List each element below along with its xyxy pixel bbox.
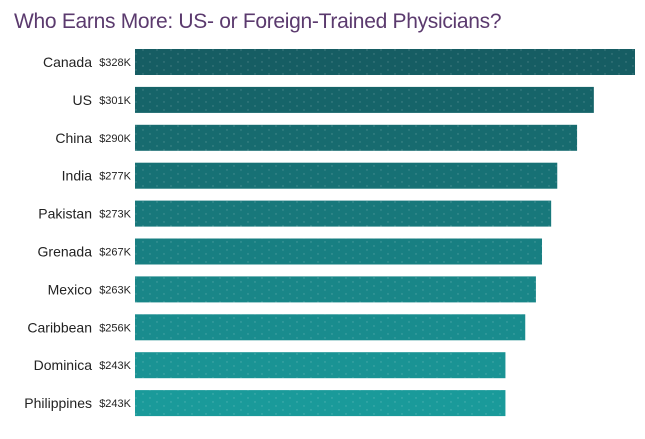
value-label: $243K <box>99 360 131 372</box>
bar-texture <box>135 352 506 379</box>
bar-texture <box>135 124 578 151</box>
value-label: $273K <box>99 209 131 221</box>
value-label: $243K <box>99 398 131 410</box>
value-label: $290K <box>99 133 131 145</box>
bar-texture <box>135 276 536 303</box>
category-label: India <box>62 168 93 184</box>
category-label: Caribbean <box>27 319 92 335</box>
value-label: $263K <box>99 284 131 296</box>
category-label: Dominica <box>34 357 93 373</box>
bar-texture <box>135 86 594 113</box>
bar-texture <box>135 200 552 227</box>
bar-texture <box>135 390 506 417</box>
category-label: China <box>55 130 92 146</box>
value-label: $267K <box>99 247 131 259</box>
category-label: Philippines <box>24 395 92 411</box>
labels-group: Canada $328K US $301K China $290K India $277K Pa… <box>24 54 131 411</box>
chart-title: Who Earns More: US- or Foreign-Trained P… <box>14 10 502 33</box>
bar-texture <box>135 49 635 75</box>
category-label: Pakistan <box>38 206 92 222</box>
value-label: $277K <box>99 171 131 183</box>
value-label: $256K <box>99 322 131 334</box>
bar-texture <box>135 162 558 189</box>
bars-group <box>135 49 635 417</box>
category-label: Grenada <box>38 244 93 260</box>
bar-texture <box>135 238 543 265</box>
category-label: Canada <box>43 54 92 70</box>
category-label: US <box>73 92 92 108</box>
value-label: $328K <box>99 57 131 69</box>
value-label: $301K <box>99 95 131 107</box>
category-label: Mexico <box>48 281 93 297</box>
bar-texture <box>135 314 526 341</box>
